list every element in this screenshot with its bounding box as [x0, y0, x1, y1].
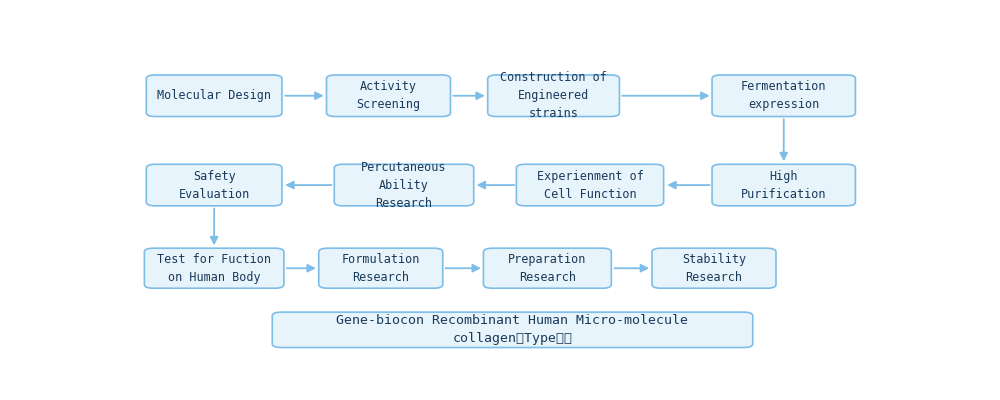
FancyBboxPatch shape [272, 312, 753, 348]
FancyBboxPatch shape [488, 75, 619, 116]
FancyBboxPatch shape [516, 164, 664, 206]
FancyBboxPatch shape [712, 75, 855, 116]
FancyBboxPatch shape [652, 248, 776, 288]
Text: Percutaneous
Ability
Research: Percutaneous Ability Research [361, 160, 447, 210]
Text: Preparation
Research: Preparation Research [508, 253, 587, 284]
Text: Safety
Evaluation: Safety Evaluation [178, 170, 250, 200]
Text: Stability
Research: Stability Research [682, 253, 746, 284]
FancyBboxPatch shape [146, 75, 282, 116]
FancyBboxPatch shape [334, 164, 474, 206]
Text: Construction of
Engineered
strains: Construction of Engineered strains [500, 71, 607, 120]
FancyBboxPatch shape [712, 164, 855, 206]
FancyBboxPatch shape [483, 248, 611, 288]
Text: Gene-biocon Recombinant Human Micro-molecule
collagen（TypeⅢ）: Gene-biocon Recombinant Human Micro-mole… [336, 314, 688, 345]
Text: Test for Fuction
on Human Body: Test for Fuction on Human Body [157, 253, 271, 284]
Text: Experienment of
Cell Function: Experienment of Cell Function [537, 170, 643, 200]
FancyBboxPatch shape [319, 248, 443, 288]
Text: Activity
Screening: Activity Screening [356, 80, 421, 111]
FancyBboxPatch shape [146, 164, 282, 206]
FancyBboxPatch shape [326, 75, 451, 116]
Text: Formulation
Research: Formulation Research [342, 253, 420, 284]
FancyBboxPatch shape [144, 248, 284, 288]
Text: Fermentation
expression: Fermentation expression [741, 80, 826, 111]
Text: High
Purification: High Purification [741, 170, 826, 200]
Text: Molecular Design: Molecular Design [157, 89, 271, 102]
